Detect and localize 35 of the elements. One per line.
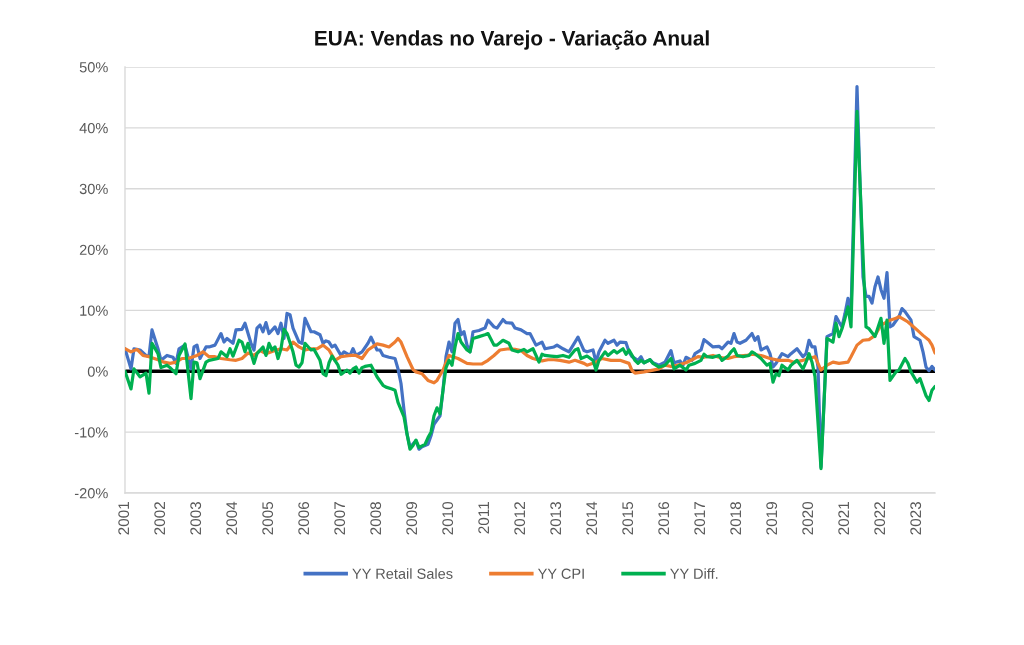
x-tick-label: 2020 [802,501,814,535]
y-tick-label: 10% [80,305,108,316]
y-tick-label: 20% [79,244,108,255]
x-tick-label: 2004 [226,501,238,535]
y-tick-label: 40% [79,122,108,134]
y-tick-label: 0% [87,366,108,377]
x-tick-label: 2007 [334,502,346,535]
x-tick-label: 2016 [658,502,670,535]
x-tick-label: 2006 [298,502,310,535]
legend-label: YY CPI [537,568,584,579]
x-tick-label: 2021 [838,502,850,535]
y-tick-label: -20% [74,488,108,499]
x-tick-label: 2017 [694,502,706,535]
y-tick-label: 30% [79,183,108,195]
x-tick-label: 2019 [766,502,778,535]
x-tick-label: 2014 [586,501,598,535]
x-tick-label: 2002 [154,502,166,535]
x-tick-label: 2012 [514,502,526,535]
x-tick-label: 2015 [622,501,634,535]
x-tick-label: 2001 [118,502,130,535]
x-tick-label: 2005 [262,501,274,535]
x-tick-label: 2013 [550,502,562,535]
x-tick-label: 2022 [874,502,886,535]
chart-title: EUA: Vendas no Varejo - Variação Anual [315,30,709,50]
x-tick-label: 2003 [190,502,202,535]
x-tick-label: 2008 [370,501,382,535]
legend-label: YY Retail Sales [352,568,453,579]
y-tick-label: 50% [79,62,108,73]
x-tick-label: 2010 [442,501,454,535]
y-tick-label: -10% [74,427,108,438]
x-tick-label: 2011 [478,502,490,534]
x-tick-label: 2009 [406,502,418,535]
x-tick-label: 2023 [910,502,922,535]
x-tick-label: 2018 [730,501,742,535]
legend-label: YY Diff. [670,568,718,579]
